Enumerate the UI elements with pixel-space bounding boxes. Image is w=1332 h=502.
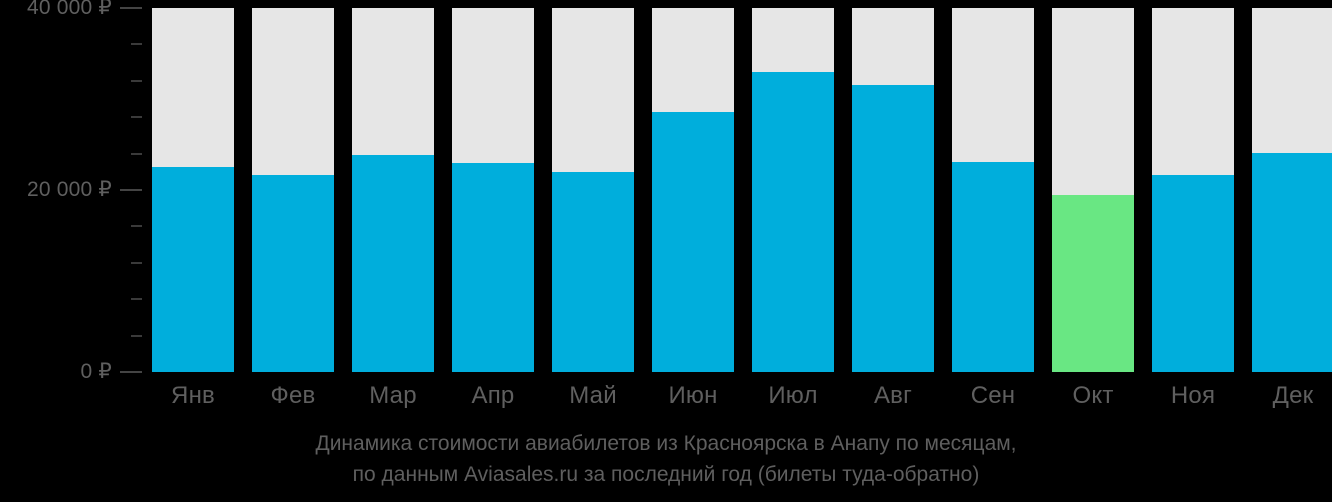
x-axis-label-Авг: Авг bbox=[873, 382, 913, 409]
bar-fill bbox=[852, 85, 934, 372]
y-tick-mark bbox=[120, 7, 142, 9]
bar-fill bbox=[752, 71, 834, 372]
bar-Ноя[interactable] bbox=[1152, 8, 1234, 372]
x-axis: Янв Фев Мар Апр Май Июн Июл Авг Сен Окт Ноя Дек bbox=[152, 378, 1332, 418]
bar-fill bbox=[452, 162, 534, 372]
bar-Дек[interactable] bbox=[1252, 8, 1332, 372]
bar-Авг[interactable] bbox=[852, 8, 934, 372]
bar-Апр[interactable] bbox=[452, 8, 534, 372]
bar-Июл[interactable] bbox=[752, 8, 834, 372]
bar-fill bbox=[1252, 152, 1332, 372]
y-tick-label-20000: 20 000 ₽ bbox=[26, 178, 112, 201]
y-tick-mark bbox=[131, 79, 142, 82]
bar-Мар[interactable] bbox=[352, 8, 434, 372]
y-tick-mark bbox=[131, 152, 142, 155]
y-tick-label-40000: 40 000 ₽ bbox=[26, 0, 112, 19]
bar-fill bbox=[552, 171, 634, 372]
x-axis-label-Сен: Сен bbox=[970, 382, 1016, 409]
chart-caption: Динамика стоимости авиабилетов из Красно… bbox=[0, 428, 1332, 490]
y-tick-mark bbox=[131, 116, 142, 119]
x-axis-label-Июл: Июл bbox=[768, 382, 818, 409]
bar-Янв[interactable] bbox=[152, 8, 234, 372]
y-axis: 40 000 ₽ 20 000 ₽ bbox=[0, 0, 152, 502]
x-axis-label-Дек: Дек bbox=[1272, 382, 1314, 409]
bar-fill bbox=[352, 154, 434, 372]
x-axis-label-Май: Май bbox=[569, 382, 617, 409]
bar-Май[interactable] bbox=[552, 8, 634, 372]
bar-fill bbox=[1152, 175, 1234, 372]
plot-area bbox=[152, 8, 1332, 372]
x-axis-label-Июн: Июн bbox=[668, 382, 718, 409]
x-axis-label-Ноя: Ноя bbox=[1170, 382, 1216, 409]
bar-fill bbox=[152, 167, 234, 372]
y-tick-mark bbox=[131, 261, 142, 264]
caption-line-1: Динамика стоимости авиабилетов из Красно… bbox=[315, 432, 1017, 455]
x-axis-label-Янв: Янв bbox=[171, 382, 215, 409]
bar-Окт[interactable] bbox=[1052, 8, 1134, 372]
x-axis-label-Окт: Окт bbox=[1072, 382, 1114, 409]
y-tick-mark bbox=[131, 334, 142, 337]
y-tick-mark bbox=[120, 371, 142, 373]
bar-fill bbox=[652, 111, 734, 372]
bar-fill bbox=[1052, 195, 1134, 372]
bar-Июн[interactable] bbox=[652, 8, 734, 372]
x-axis-label-Апр: Апр bbox=[471, 382, 515, 409]
y-tick-mark bbox=[120, 189, 142, 191]
bar-Сен[interactable] bbox=[952, 8, 1034, 372]
y-tick-mark bbox=[131, 298, 142, 301]
x-axis-label-Мар: Мар bbox=[369, 382, 417, 409]
caption-line-2: по данным Aviasales.ru за последний год … bbox=[352, 463, 980, 486]
bar-fill bbox=[252, 175, 334, 372]
x-axis-label-Фев: Фев bbox=[270, 382, 316, 409]
bar-Фев[interactable] bbox=[252, 8, 334, 372]
y-tick-mark bbox=[131, 225, 142, 228]
bar-fill bbox=[952, 161, 1034, 372]
y-tick-label-0: 0 ₽ bbox=[80, 360, 112, 383]
y-tick-mark bbox=[131, 43, 142, 46]
